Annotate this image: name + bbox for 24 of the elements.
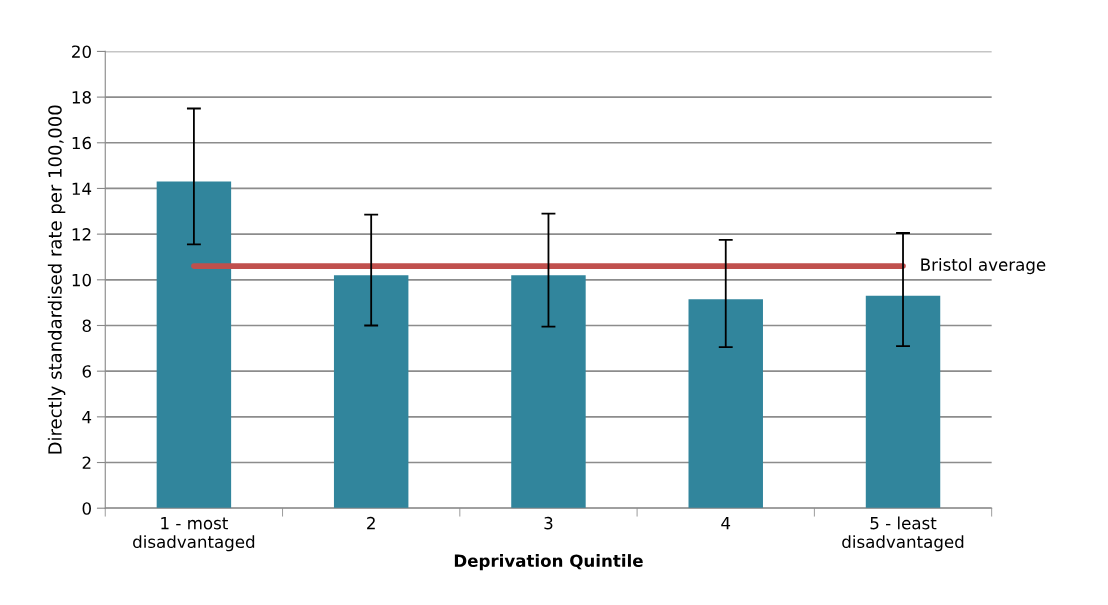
bar xyxy=(511,275,586,509)
bar xyxy=(333,275,409,509)
y-tick-label: 2 xyxy=(82,456,91,469)
y-tick-label: 18 xyxy=(72,91,91,104)
y-tick-label: 12 xyxy=(72,228,91,241)
y-tick-label: 0 xyxy=(82,502,91,515)
bar xyxy=(688,299,763,509)
y-tick-label: 16 xyxy=(72,136,92,150)
y-tick-label: 8 xyxy=(82,319,91,333)
y-tick-label: 10 xyxy=(72,273,91,287)
x-tick-label: 1 - most disadvantaged xyxy=(133,517,255,552)
y-axis-title: Directly standardised rate per 100,000 xyxy=(47,105,66,454)
bar xyxy=(865,295,941,509)
x-axis-title: Deprivation Quintile xyxy=(454,554,643,571)
y-tick-label: 20 xyxy=(72,45,91,58)
bar xyxy=(156,181,232,509)
ref-line-label: Bristol average xyxy=(921,258,1046,275)
y-tick-label: 6 xyxy=(82,365,92,378)
x-tick-label: 2 xyxy=(367,516,375,530)
x-tick-label: 5 - least disadvantaged xyxy=(842,516,964,552)
x-tick-label: 4 xyxy=(721,517,731,530)
y-tick-label: 4 xyxy=(82,411,92,424)
y-tick-label: 14 xyxy=(72,182,92,195)
x-tick-label: 3 xyxy=(544,516,553,530)
